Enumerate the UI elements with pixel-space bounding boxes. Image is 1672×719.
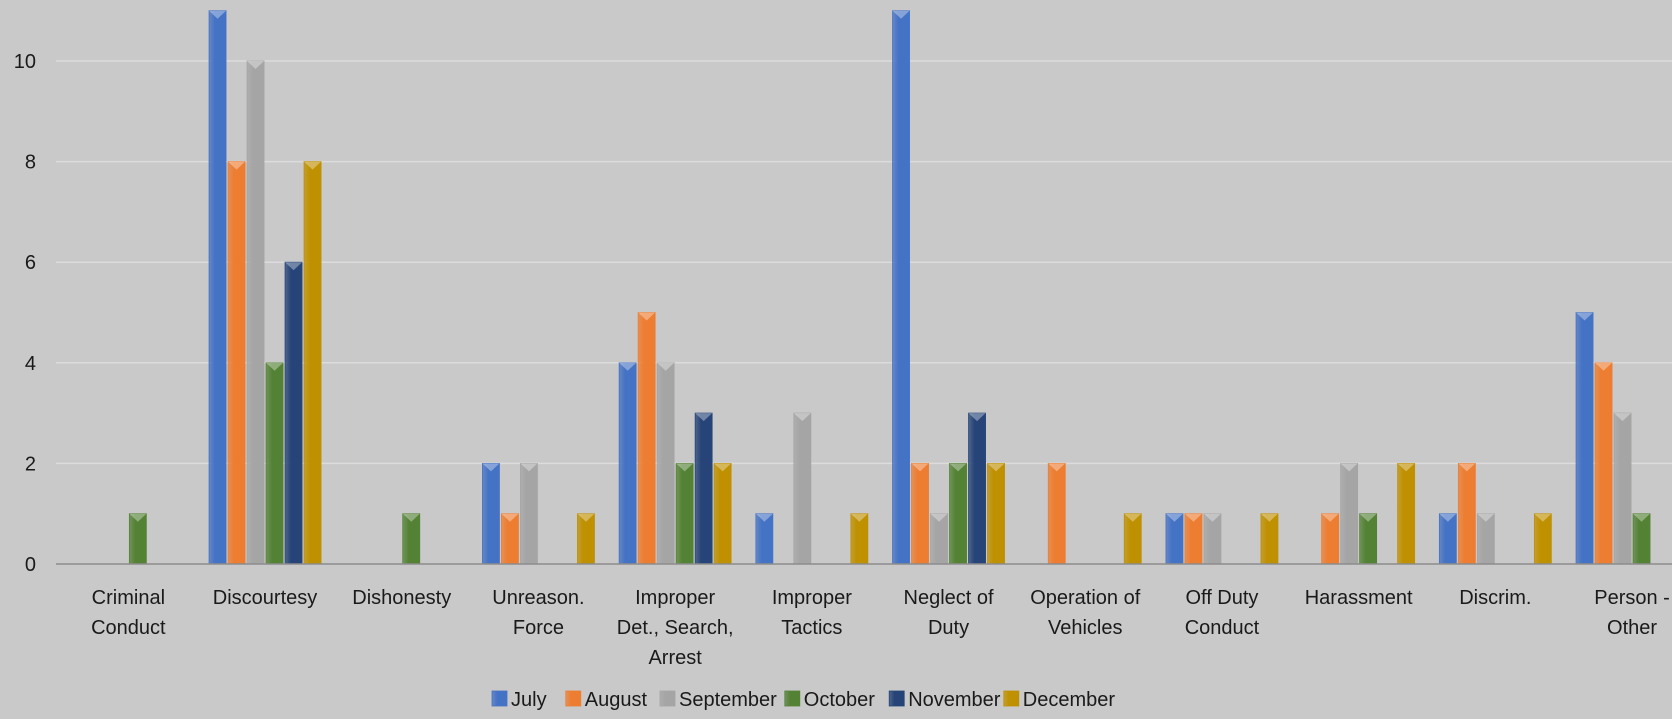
- bar-discourtesy-august: [227, 161, 246, 565]
- legend-label-july: July: [511, 689, 547, 711]
- bar-harassment-october: [1359, 513, 1378, 565]
- bar-criminal-conduct-october: [128, 513, 147, 565]
- bar-discourtesy-december: [303, 161, 322, 565]
- bar-improper-tactics-september: [793, 412, 812, 565]
- category-label-person-other: Person -Other: [1594, 587, 1670, 639]
- bar-person-other-august: [1594, 362, 1613, 565]
- bar-improper-det-search-arrest-july: [618, 362, 637, 565]
- legend-item-october: October: [784, 689, 875, 711]
- bar-off-duty-conduct-december: [1260, 513, 1279, 565]
- legend-swatch-september: [659, 690, 676, 707]
- bar-neglect-of-duty-july: [892, 10, 910, 565]
- bar-harassment-december: [1397, 462, 1416, 565]
- legend-swatch-december: [1003, 690, 1020, 707]
- bar-improper-tactics-july: [755, 513, 774, 565]
- bar-neglect-of-duty-november: [968, 412, 986, 565]
- bar-improper-det-search-arrest-september: [656, 362, 675, 565]
- legend-label-september: September: [679, 689, 777, 711]
- bar-operation-of-vehicles-august: [1047, 462, 1066, 565]
- legend-label-december: December: [1023, 689, 1116, 711]
- category-label-discrim: Discrim.: [1459, 587, 1531, 609]
- bar-unreason-force-july: [482, 462, 500, 565]
- bar-discrim-august: [1457, 462, 1476, 565]
- legend-item-december: December: [1003, 689, 1116, 711]
- category-label-off-duty-conduct: Off Duty Conduct: [1185, 587, 1260, 639]
- category-label-neglect-of-duty: Neglect of Duty: [904, 587, 994, 639]
- legend-label-august: August: [585, 689, 648, 711]
- y-tick-label-2: 2: [25, 453, 36, 475]
- legend-item-november: November: [888, 689, 1001, 711]
- y-axis-ticks: 0 2 4 6 8 10: [14, 51, 36, 576]
- bar-harassment-september: [1340, 462, 1359, 565]
- bar-improper-det-search-arrest-december: [713, 462, 732, 565]
- bar-discourtesy-october: [265, 362, 284, 565]
- bar-neglect-of-duty-december: [987, 462, 1005, 565]
- bar-off-duty-conduct-july: [1165, 513, 1184, 565]
- category-label-unreason-force: Unreason. Force: [492, 587, 584, 639]
- bar-person-other-october: [1632, 513, 1651, 565]
- bar-discourtesy-november: [284, 261, 303, 565]
- legend-swatch-november: [888, 690, 905, 707]
- category-label-criminal-conduct: Criminal Conduct: [91, 587, 166, 639]
- bar-unreason-force-december: [577, 513, 595, 565]
- category-label-discourtesy: Discourtesy: [213, 587, 317, 609]
- y-tick-label-0: 0: [25, 554, 36, 576]
- legend: July August September October November Decemb…: [491, 689, 1116, 711]
- legend-swatch-july: [491, 690, 508, 707]
- category-label-operation-of-vehicles: Operation of Vehicles: [1030, 587, 1141, 639]
- bar-harassment-august: [1321, 513, 1340, 565]
- bar-unreason-force-august: [501, 513, 519, 565]
- category-label-harassment: Harassment: [1305, 587, 1413, 609]
- bar-dishonesty-october: [402, 513, 421, 565]
- category-label-dishonesty: Dishonesty: [352, 587, 451, 609]
- bar-person-other-september: [1613, 412, 1632, 565]
- bar-improper-tactics-december: [850, 513, 869, 565]
- bars: [128, 10, 1651, 565]
- bar-unreason-force-september: [520, 462, 538, 565]
- bar-improper-det-search-arrest-august: [637, 312, 656, 565]
- category-label-improper-tactics: Improper Tactics: [772, 587, 852, 639]
- legend-item-september: September: [659, 689, 777, 711]
- bar-discourtesy-september: [246, 60, 265, 565]
- bar-improper-det-search-arrest-october: [675, 462, 694, 565]
- bar-discourtesy-july: [208, 10, 227, 565]
- bar-operation-of-vehicles-december: [1123, 513, 1142, 565]
- y-tick-label-4: 4: [25, 353, 36, 375]
- bar-off-duty-conduct-september: [1203, 513, 1222, 565]
- y-tick-label-10: 10: [14, 51, 36, 73]
- legend-swatch-august: [565, 690, 582, 707]
- bar-person-other-july: [1575, 312, 1594, 565]
- bar-improper-det-search-arrest-november: [694, 412, 713, 565]
- bar-discrim-september: [1476, 513, 1495, 565]
- y-tick-label-6: 6: [25, 252, 36, 274]
- legend-label-november: November: [908, 689, 1001, 711]
- bar-neglect-of-duty-october: [949, 462, 967, 565]
- bar-neglect-of-duty-august: [911, 462, 929, 565]
- y-tick-label-8: 8: [25, 152, 36, 174]
- legend-item-august: August: [565, 689, 648, 711]
- bar-discrim-december: [1533, 513, 1552, 565]
- bar-discrim-july: [1438, 513, 1457, 565]
- legend-item-july: July: [491, 689, 547, 711]
- legend-label-october: October: [804, 689, 875, 711]
- bar-off-duty-conduct-august: [1184, 513, 1203, 565]
- legend-swatch-october: [784, 690, 801, 707]
- bar-neglect-of-duty-september: [930, 513, 948, 565]
- category-labels: Criminal Conduct Discourtesy Dishonesty Unre…: [91, 587, 1670, 669]
- category-label-improper-det-search-arrest: Improper Det., Search, Arrest: [617, 587, 734, 669]
